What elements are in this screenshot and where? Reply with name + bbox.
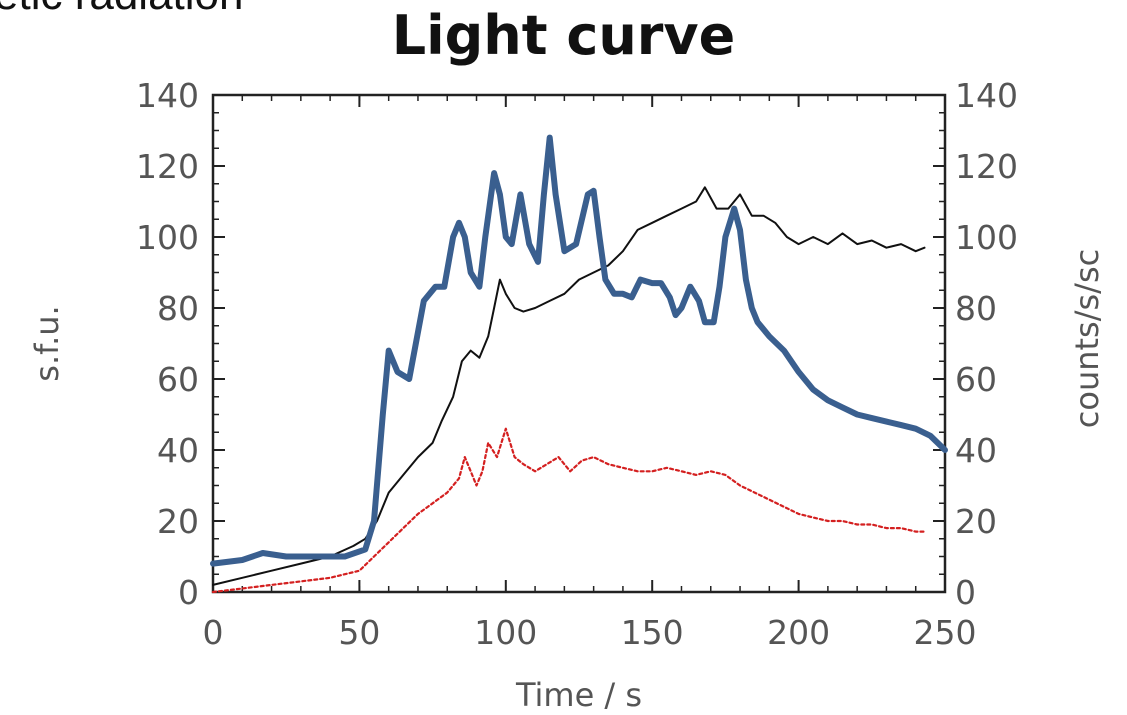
slide-text-fragment: etic radiation: [0, 0, 243, 20]
y-tick-label-left: 140: [136, 76, 199, 115]
series-line-thick: [210, 134, 948, 567]
tick-labels: 0 50 100 150 200 2500204060801001201400204060…: [136, 76, 1018, 652]
x-tick-label: 100: [474, 613, 537, 652]
y-tick-label-left: 0: [178, 573, 199, 612]
axis-ticks: [212, 94, 946, 593]
y-tick-label-right: 80: [955, 289, 997, 328]
y-tick-label-left: 20: [157, 502, 199, 541]
y-tick-label-right: 20: [955, 502, 997, 541]
x-tick-label: 200: [767, 613, 830, 652]
x-tick-label: 250: [914, 613, 977, 652]
y-tick-label-right: 120: [955, 147, 1018, 186]
x-tick-label: 0: [203, 613, 224, 652]
y-tick-label-right: 0: [955, 573, 976, 612]
y-tick-label-left: 40: [157, 431, 199, 470]
series-line-thin: [212, 186, 926, 586]
y-tick-label-left: 60: [157, 360, 199, 399]
chart-title: Light curve: [391, 4, 736, 67]
x-axis-label: Time / s: [515, 676, 642, 714]
x-tick-label: 150: [621, 613, 684, 652]
y-tick-label-right: 100: [955, 218, 1018, 257]
y-tick-label-right: 60: [955, 360, 997, 399]
y-axis-label-right: counts/s/sc: [1068, 249, 1106, 428]
y-tick-label-right: 140: [955, 76, 1018, 115]
y-axis-label-left: s.f.u.: [28, 305, 66, 381]
y-tick-label-left: 100: [136, 218, 199, 257]
series-layer: [210, 134, 948, 594]
x-tick-label: 50: [338, 613, 380, 652]
series-line-dotted: [211, 427, 926, 594]
y-tick-label-right: 40: [955, 431, 997, 470]
y-tick-label-left: 80: [157, 289, 199, 328]
y-tick-label-left: 120: [136, 147, 199, 186]
plot-frame: [211, 93, 947, 594]
